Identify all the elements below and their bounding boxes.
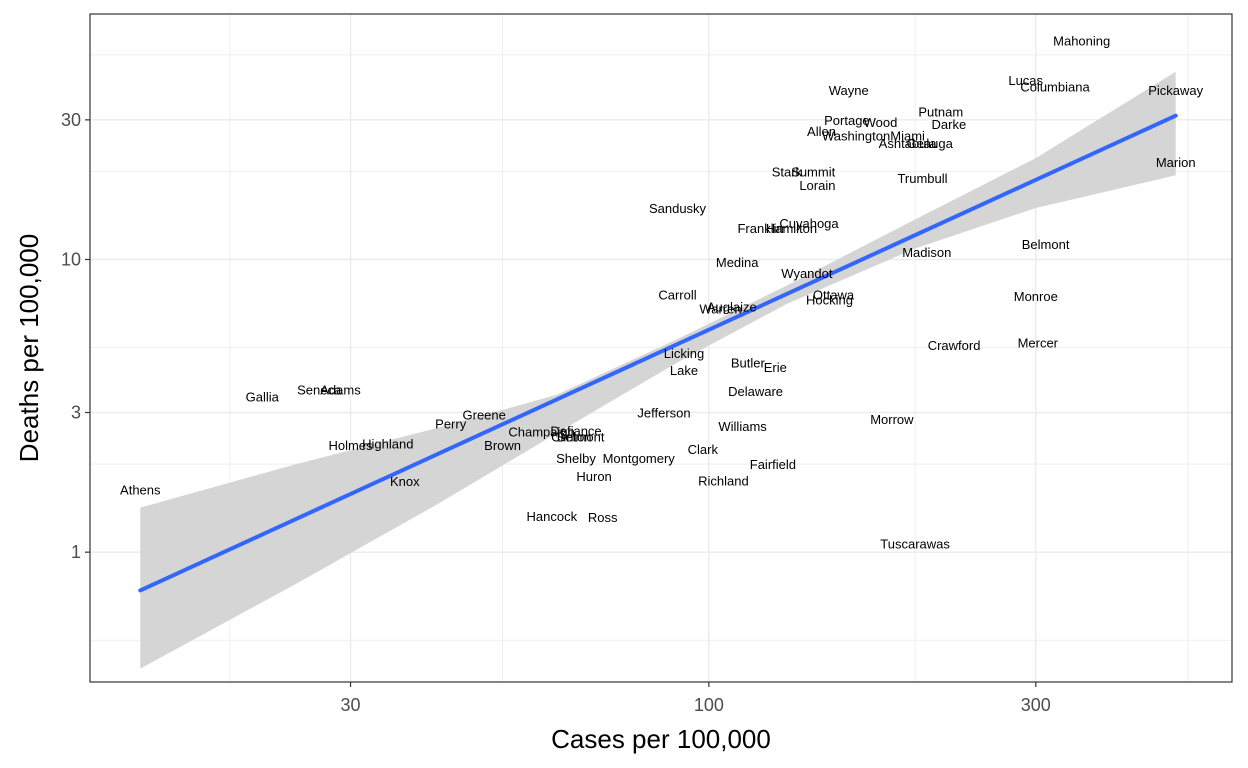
point-label: Washington xyxy=(822,129,890,144)
point-label: Athens xyxy=(120,482,161,497)
point-label: Lake xyxy=(670,363,698,378)
point-label: Gallia xyxy=(246,390,280,405)
point-label: Wyandot xyxy=(781,266,833,281)
point-label: Ross xyxy=(588,510,618,525)
point-label: Jefferson xyxy=(637,406,690,421)
point-label: Belmont xyxy=(557,430,605,445)
point-label: Adams xyxy=(320,382,361,397)
point-label: Highland xyxy=(362,437,413,452)
point-label: Portage xyxy=(824,113,870,128)
point-label: Hancock xyxy=(527,509,578,524)
point-label: Erie xyxy=(764,360,787,375)
point-label: Franklin xyxy=(737,221,783,236)
point-label: Miami xyxy=(890,129,925,144)
point-label: Belmont xyxy=(1022,237,1070,252)
point-label: Fairfield xyxy=(750,457,796,472)
x-axis: 30 100 300 xyxy=(341,682,1051,715)
point-label: Carroll xyxy=(658,287,696,302)
x-tick-label: 30 xyxy=(341,695,361,715)
y-tick-label: 3 xyxy=(71,403,81,423)
point-label: Stark xyxy=(772,164,803,179)
point-label: Wayne xyxy=(829,83,869,98)
point-label: Greene xyxy=(463,408,506,423)
point-label: Crawford xyxy=(928,338,981,353)
point-label: Delaware xyxy=(728,384,783,399)
point-label: Trumbull xyxy=(897,171,947,186)
point-label: Medina xyxy=(716,255,759,270)
point-label: Marion xyxy=(1156,155,1196,170)
point-label: Ottawa xyxy=(813,287,855,302)
panel-border xyxy=(89,13,1233,683)
point-label: Darke xyxy=(932,117,967,132)
point-label: Williams xyxy=(718,419,767,434)
point-label: Mahoning xyxy=(1053,34,1110,49)
point-label: Hocking xyxy=(806,293,853,308)
point-label: Warren xyxy=(699,302,741,317)
point-label: Richland xyxy=(698,473,749,488)
point-label: Cuyahoga xyxy=(779,216,839,231)
confidence-band xyxy=(140,71,1176,669)
point-label: Clinton xyxy=(551,430,591,445)
point-label: Columbiana xyxy=(1020,80,1090,95)
point-label: Monroe xyxy=(1014,289,1058,304)
y-axis-title: Deaths per 100,000 xyxy=(14,234,44,462)
point-label: Huron xyxy=(576,469,611,484)
x-tick-label: 300 xyxy=(1021,695,1051,715)
point-label: Brown xyxy=(484,438,521,453)
point-label: Hamilton xyxy=(766,221,817,236)
point-label: Summit xyxy=(791,164,835,179)
point-label: Butler xyxy=(731,355,766,370)
point-label: Sandusky xyxy=(649,201,707,216)
y-axis: 1 3 10 30 xyxy=(61,110,90,562)
point-label: Shelby xyxy=(556,451,596,466)
point-label: Tuscarawas xyxy=(880,537,950,552)
x-tick-label: 100 xyxy=(694,695,724,715)
x-axis-title: Cases per 100,000 xyxy=(551,724,771,754)
point-label: Allen xyxy=(807,124,836,139)
point-label: Champaign xyxy=(508,425,575,440)
point-label: Madison xyxy=(902,245,951,260)
point-label: Auglaize xyxy=(707,300,757,315)
trend-line xyxy=(138,113,1178,593)
point-label: Holmes xyxy=(328,438,373,453)
point-label: Wood xyxy=(864,115,898,130)
point-label: Morrow xyxy=(870,412,914,427)
point-label: Pickaway xyxy=(1148,83,1203,98)
point-label: Ashtabula xyxy=(879,136,938,151)
y-tick-label: 10 xyxy=(61,249,81,269)
point-label: Putnam xyxy=(918,105,963,120)
point-label: Defiance xyxy=(550,424,601,439)
point-label: Lorain xyxy=(799,178,835,193)
point-label: Geauga xyxy=(907,136,954,151)
point-label: Lucas xyxy=(1008,73,1043,88)
y-tick-label: 1 xyxy=(71,542,81,562)
point-label: Mercer xyxy=(1018,336,1059,351)
point-label: Seneca xyxy=(297,382,342,397)
point-label: Perry xyxy=(435,417,467,432)
point-label: Montgomery xyxy=(603,451,676,466)
y-tick-label: 30 xyxy=(61,110,81,130)
point-label: Clark xyxy=(688,442,719,457)
point-label: Knox xyxy=(390,474,420,489)
point-label: Licking xyxy=(664,346,704,361)
